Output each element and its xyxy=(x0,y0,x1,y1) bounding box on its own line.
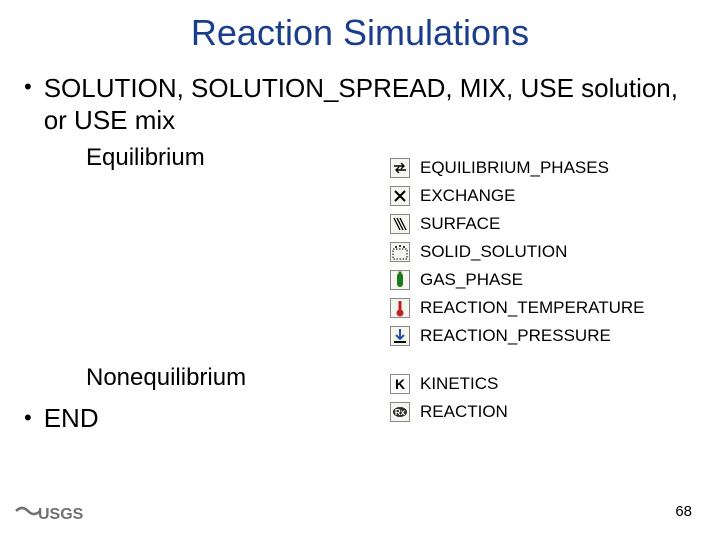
temperature-icon xyxy=(390,298,410,318)
keyword-label: SURFACE xyxy=(420,214,500,234)
bullet-dot-icon: • xyxy=(24,72,32,102)
bullet-end: • END xyxy=(24,402,99,434)
keyword-row: K KINETICS xyxy=(390,370,508,398)
keyword-row: GAS_PHASE xyxy=(390,266,645,294)
keyword-row: EQUILIBRIUM_PHASES xyxy=(390,154,645,182)
keyword-row: Rx REACTION xyxy=(390,398,508,426)
keyword-label: REACTION_PRESSURE xyxy=(420,326,611,346)
exchange-icon xyxy=(390,186,410,206)
keyword-label: KINETICS xyxy=(420,374,498,394)
keyword-label: EQUILIBRIUM_PHASES xyxy=(420,158,609,178)
nonequilibrium-label: Nonequilibrium xyxy=(86,364,246,392)
equilibrium-phases-icon xyxy=(390,158,410,178)
reaction-icon: Rx xyxy=(390,402,410,422)
bullet-dot-icon: • xyxy=(24,404,32,432)
usgs-logo: USGS xyxy=(14,497,94,530)
end-text: END xyxy=(44,402,99,434)
keyword-row: SOLID_SOLUTION xyxy=(390,238,645,266)
keyword-label: SOLID_SOLUTION xyxy=(420,242,567,262)
keyword-row: SURFACE xyxy=(390,210,645,238)
keyword-label: REACTION_TEMPERATURE xyxy=(420,298,645,318)
page-number: 68 xyxy=(675,503,692,520)
slide: Reaction Simulations • SOLUTION, SOLUTIO… xyxy=(0,0,720,540)
keyword-label: GAS_PHASE xyxy=(420,270,523,290)
keyword-label: EXCHANGE xyxy=(420,186,515,206)
nonequilibrium-keyword-list: K KINETICS Rx REACTION xyxy=(390,370,508,426)
equilibrium-keyword-list: EQUILIBRIUM_PHASES EXCHANGE SURFACE SOLI… xyxy=(390,154,645,350)
kinetics-icon: K xyxy=(390,374,410,394)
pressure-icon xyxy=(390,326,410,346)
gas-phase-icon xyxy=(390,270,410,290)
svg-text:Rx: Rx xyxy=(395,408,406,417)
solid-solution-icon xyxy=(390,242,410,262)
slide-title: Reaction Simulations xyxy=(24,12,696,54)
logo-text: USGS xyxy=(38,506,84,523)
keyword-row: REACTION_TEMPERATURE xyxy=(390,294,645,322)
svg-text:K: K xyxy=(395,376,405,392)
bullet-1: • SOLUTION, SOLUTION_SPREAD, MIX, USE so… xyxy=(24,72,696,136)
bullet-1-text: SOLUTION, SOLUTION_SPREAD, MIX, USE solu… xyxy=(44,72,696,136)
keyword-row: EXCHANGE xyxy=(390,182,645,210)
keyword-row: REACTION_PRESSURE xyxy=(390,322,645,350)
keyword-label: REACTION xyxy=(420,402,508,422)
surface-icon xyxy=(390,214,410,234)
